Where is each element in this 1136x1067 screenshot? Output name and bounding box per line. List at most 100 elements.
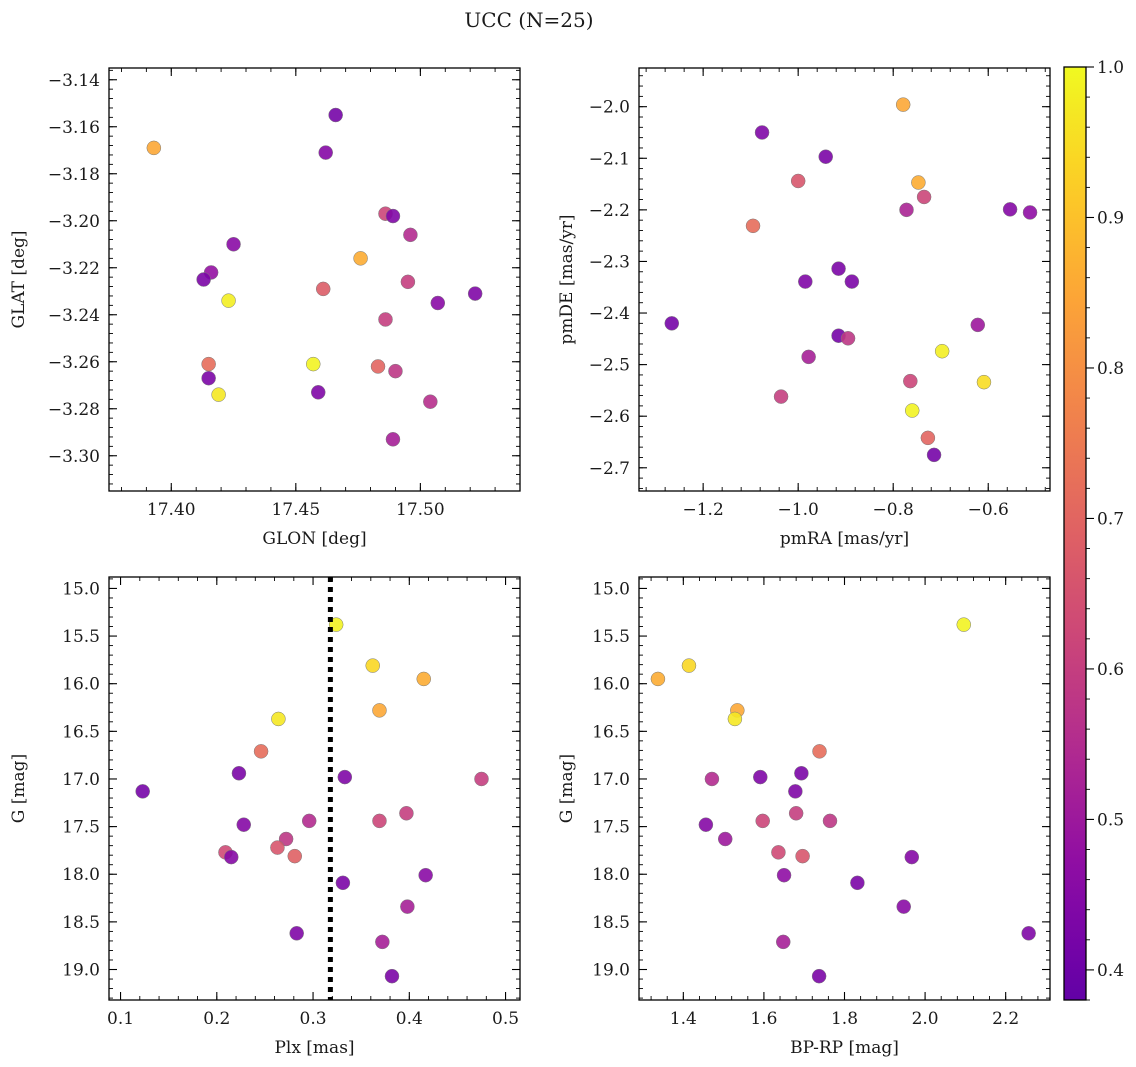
data-point bbox=[717, 831, 733, 847]
data-point bbox=[375, 934, 390, 950]
x-tick-label: −0.8 bbox=[873, 500, 914, 520]
data-point bbox=[231, 766, 247, 781]
y-tick-label: −3.16 bbox=[48, 118, 100, 138]
y-tick-label: 19.0 bbox=[592, 961, 630, 981]
data-point bbox=[353, 251, 368, 266]
colorbar-tick-label: 0.6 bbox=[1097, 660, 1124, 680]
data-point bbox=[956, 617, 972, 632]
data-point bbox=[822, 813, 838, 829]
y-axis-label: G [mag] bbox=[9, 754, 29, 823]
y-tick-label: 18.0 bbox=[592, 865, 630, 885]
y-tick-label: −3.28 bbox=[48, 400, 100, 420]
data-point bbox=[650, 671, 666, 687]
data-point bbox=[798, 274, 813, 289]
y-tick-label: −3.24 bbox=[48, 306, 100, 326]
y-tick-label: −3.20 bbox=[48, 212, 100, 232]
y-tick-label: −3.18 bbox=[48, 165, 100, 185]
y-tick-label: 18.5 bbox=[62, 913, 100, 933]
x-tick-label: 17.45 bbox=[271, 500, 320, 520]
data-point bbox=[201, 356, 216, 372]
data-point bbox=[289, 926, 304, 941]
figure-title: UCC (N=25) bbox=[464, 8, 593, 32]
x-axis-label: BP-RP [mag] bbox=[790, 1038, 899, 1058]
data-point bbox=[920, 430, 936, 446]
data-point bbox=[226, 237, 241, 252]
y-axis-label: pmDE [mas/yr] bbox=[557, 214, 577, 344]
data-point bbox=[754, 125, 770, 140]
data-point bbox=[818, 149, 833, 164]
colorbar-tick-label: 0.5 bbox=[1097, 810, 1124, 830]
y-tick-label: 17.5 bbox=[62, 818, 100, 838]
y-tick-label: 18.0 bbox=[62, 865, 100, 885]
data-point bbox=[850, 875, 865, 891]
data-point bbox=[970, 317, 986, 333]
y-tick-label: −2.6 bbox=[589, 407, 630, 427]
y-tick-label: −2.3 bbox=[589, 252, 630, 272]
data-point bbox=[370, 359, 386, 374]
x-tick-label: 0.2 bbox=[203, 1009, 230, 1029]
data-point bbox=[236, 817, 252, 832]
data-point bbox=[423, 394, 438, 409]
points bbox=[135, 577, 489, 1000]
data-point bbox=[934, 343, 950, 359]
x-tick-label: 0.1 bbox=[107, 1009, 134, 1029]
data-point bbox=[378, 312, 393, 327]
x-tick-label: −1.0 bbox=[778, 500, 819, 520]
y-tick-label: 15.0 bbox=[592, 579, 630, 599]
data-point bbox=[812, 744, 827, 759]
data-point bbox=[287, 848, 303, 864]
y-axis-label: GLAT [deg] bbox=[9, 230, 29, 328]
colorbar-tick-label: 0.8 bbox=[1097, 359, 1124, 379]
y-tick-label: 15.5 bbox=[592, 627, 630, 647]
points bbox=[664, 97, 1038, 463]
data-point bbox=[223, 849, 239, 865]
colorbar-tick-label: 1.0 bbox=[1097, 58, 1124, 78]
data-point bbox=[790, 173, 806, 189]
data-point bbox=[211, 387, 226, 402]
data-point bbox=[788, 784, 803, 799]
data-point bbox=[755, 813, 770, 829]
y-tick-label: −2.2 bbox=[589, 201, 630, 221]
data-point bbox=[337, 769, 353, 785]
points bbox=[146, 107, 483, 447]
panel-plx: 0.1 0.2 0.3 0.4 0.5 15.0 15.5 16.0 16.5 17.0 17.5 1… bbox=[9, 576, 521, 1058]
y-tick-label: 15.5 bbox=[62, 627, 100, 647]
y-tick-label: −3.14 bbox=[48, 71, 100, 91]
data-point bbox=[403, 227, 418, 243]
y-tick-label: 16.0 bbox=[62, 675, 100, 695]
data-point bbox=[418, 867, 433, 883]
data-point bbox=[1002, 202, 1018, 217]
x-tick-label: 1.4 bbox=[670, 1009, 697, 1029]
data-point bbox=[681, 658, 697, 673]
data-point bbox=[794, 766, 809, 781]
data-point bbox=[844, 274, 860, 289]
y-tick-label: −2.0 bbox=[589, 98, 630, 118]
x-axis-label: pmRA [mas/yr] bbox=[780, 529, 909, 549]
data-point bbox=[135, 784, 150, 799]
data-point bbox=[221, 293, 236, 308]
y-tick-label: 17.0 bbox=[592, 770, 630, 790]
data-point bbox=[911, 175, 926, 190]
data-point bbox=[745, 218, 761, 234]
data-point bbox=[727, 711, 743, 727]
panel-cmd: 1.4 1.6 1.8 2.0 2.2 15.0 15.5 16.0 16.5 17.0 17.5 1… bbox=[557, 576, 1051, 1058]
x-tick-label: 0.3 bbox=[300, 1009, 327, 1029]
panels: 17.40 17.45 17.50 −3.14 −3.16 −3.18 −3.20 −3.22… bbox=[9, 67, 1051, 1058]
plot-frame bbox=[638, 576, 1051, 1001]
plot-frame bbox=[638, 67, 1051, 492]
data-point bbox=[201, 370, 216, 386]
data-point bbox=[896, 899, 911, 914]
plot-frame bbox=[108, 576, 521, 1001]
y-tick-label: 18.5 bbox=[592, 913, 630, 933]
colorbar: 0.4 0.5 0.6 0.7 0.8 0.9 1.0 bbox=[1063, 58, 1124, 1001]
x-axis-label: GLON [deg] bbox=[262, 529, 366, 549]
data-point bbox=[388, 363, 403, 379]
data-point bbox=[372, 703, 387, 718]
x-tick-label: −0.6 bbox=[968, 500, 1009, 520]
data-point bbox=[771, 845, 786, 860]
y-tick-label: 15.0 bbox=[62, 579, 100, 599]
data-point bbox=[146, 140, 162, 156]
plot-frame bbox=[108, 67, 521, 492]
panel-sky: 17.40 17.45 17.50 −3.14 −3.16 −3.18 −3.20 −3.22… bbox=[9, 67, 521, 549]
y-tick-label: 16.5 bbox=[62, 722, 100, 742]
